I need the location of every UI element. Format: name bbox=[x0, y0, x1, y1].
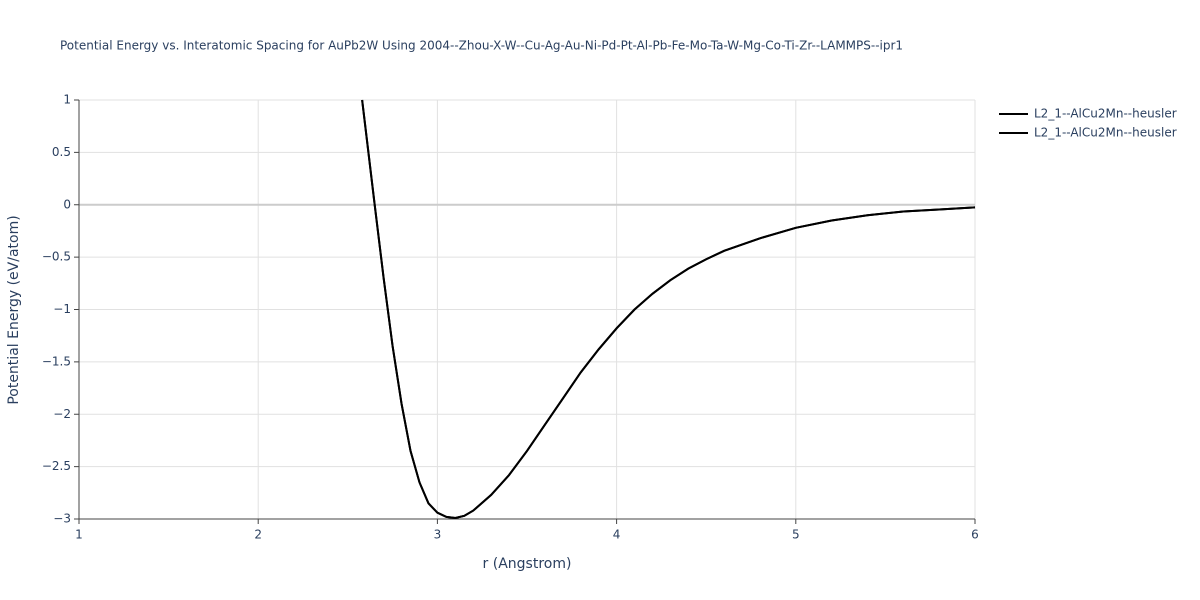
y-tick-label: 0 bbox=[63, 197, 71, 211]
x-tick-label: 3 bbox=[434, 528, 442, 542]
chart-title: Potential Energy vs. Interatomic Spacing… bbox=[60, 39, 903, 53]
y-tick-label: −3 bbox=[53, 512, 71, 526]
legend-label: L2_1--AlCu2Mn--heusler bbox=[1034, 107, 1177, 121]
y-tick-label: 1 bbox=[63, 93, 71, 107]
y-tick-label: −2 bbox=[53, 407, 71, 421]
x-tick-label: 5 bbox=[792, 528, 800, 542]
y-tick-label: −0.5 bbox=[42, 250, 71, 264]
plot-area bbox=[361, 99, 976, 519]
y-tick-label: 0.5 bbox=[52, 145, 71, 159]
y-tick-label: −1 bbox=[53, 302, 71, 316]
y-axis-title: Potential Energy (eV/atom) bbox=[6, 215, 22, 404]
x-tick-label: 1 bbox=[75, 528, 83, 542]
legend-label: L2_1--AlCu2Mn--heusler bbox=[1034, 126, 1177, 140]
series-line bbox=[361, 99, 976, 519]
series-line bbox=[361, 99, 976, 519]
y-tick-label: −1.5 bbox=[42, 354, 71, 368]
x-tick-label: 2 bbox=[254, 528, 262, 542]
x-tick-label: 4 bbox=[613, 528, 621, 542]
y-tick-label: −2.5 bbox=[42, 459, 71, 473]
x-tick-label: 6 bbox=[971, 528, 979, 542]
x-axis-title: r (Angstrom) bbox=[483, 556, 572, 572]
